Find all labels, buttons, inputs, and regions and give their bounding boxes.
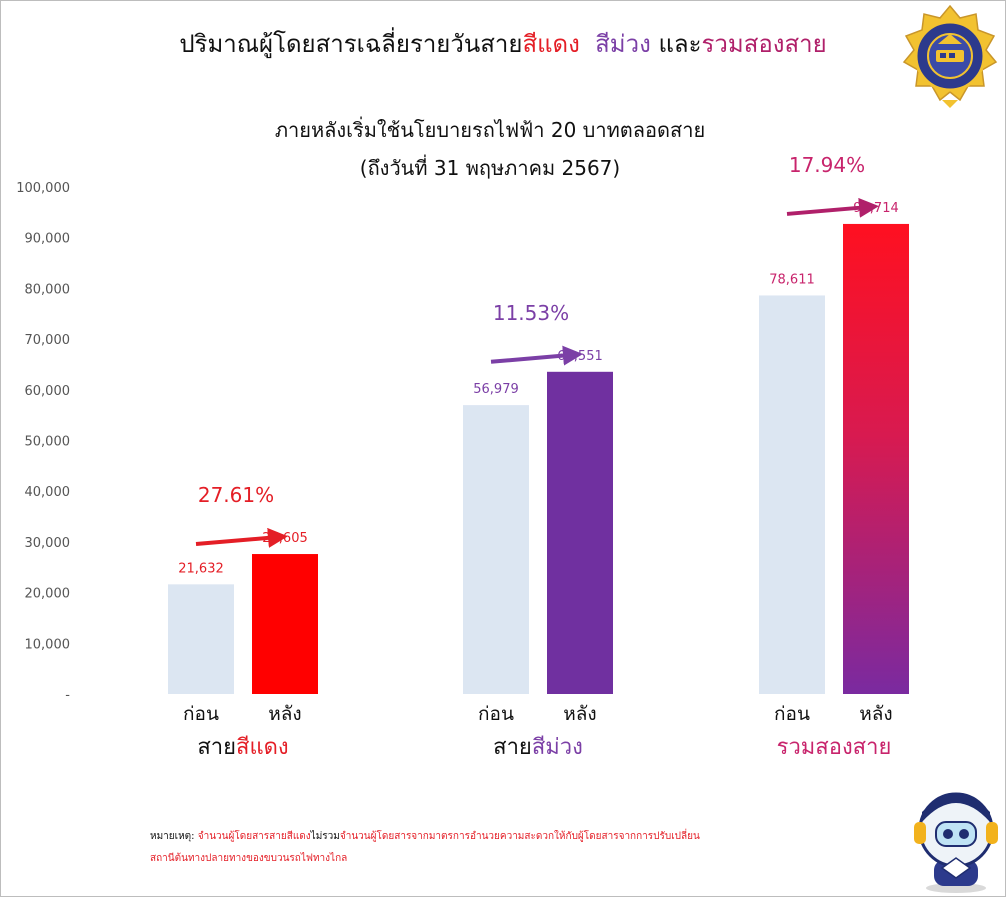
percent-change-label: 11.53% bbox=[493, 301, 569, 325]
bar-purple-after bbox=[547, 371, 613, 694]
y-tick-label: 50,000 bbox=[25, 435, 71, 450]
title-and: และ bbox=[658, 30, 702, 58]
title-red-line: สีแดง bbox=[522, 30, 580, 58]
srt-seal-logo bbox=[902, 4, 998, 108]
y-tick-label: 20,000 bbox=[25, 587, 71, 602]
subtitle-line2: (ถึงวันที่ 31 พฤษภาคม 2567) bbox=[359, 156, 621, 180]
bars-layer bbox=[168, 223, 909, 695]
y-tick-label: 90,000 bbox=[25, 232, 71, 247]
bar-purple-before bbox=[463, 405, 529, 694]
bar-red-before bbox=[168, 584, 234, 694]
footnote: หมายเหตุ: จำนวนผู้โดยสารสายสีแดงไม่รวมจำ… bbox=[150, 826, 770, 870]
y-tick-label: - bbox=[65, 688, 70, 703]
x-category-label: หลัง bbox=[859, 703, 892, 725]
title-purple-line: สีม่วง bbox=[595, 30, 651, 58]
bar-red-after bbox=[252, 554, 318, 694]
footnote-part1: จำนวนผู้โดยสารสายสีแดง bbox=[197, 831, 311, 842]
title-combined: รวมสองสาย bbox=[701, 30, 827, 58]
y-tick-label: 40,000 bbox=[25, 485, 71, 500]
x-category-label: ก่อน bbox=[478, 703, 514, 725]
group-label: รวมสองสาย bbox=[777, 735, 892, 760]
footnote-label: หมายเหตุ: bbox=[150, 831, 195, 842]
y-tick-label: 60,000 bbox=[25, 384, 71, 399]
percent-change-label: 27.61% bbox=[198, 483, 274, 507]
subtitle-line1: ภายหลังเริ่มใช้นโยบายรถไฟฟ้า 20 บาทตลอดส… bbox=[274, 118, 706, 142]
x-category-label: หลัง bbox=[268, 703, 301, 725]
x-category-label: ก่อน bbox=[183, 703, 219, 725]
data-label: 56,979 bbox=[473, 382, 519, 397]
footnote-part3: จำนวนผู้โดยสารจากมาตรการอำนวยความสะดวกให… bbox=[339, 831, 700, 842]
percent-change-label: 17.94% bbox=[789, 153, 865, 177]
y-tick-label: 10,000 bbox=[25, 637, 71, 652]
footnote-part2: ไม่รวม bbox=[310, 831, 340, 842]
growth-arrow bbox=[786, 197, 879, 218]
bar-combined-after bbox=[843, 223, 909, 695]
chart-title: ปริมาณผู้โดยสารเฉลี่ยรายวันสายสีแดง สีม่… bbox=[0, 24, 1006, 63]
y-axis: - 10,000 20,000 30,000 40,000 50,000 60,000 70,… bbox=[16, 181, 70, 703]
y-tick-label: 70,000 bbox=[25, 333, 71, 348]
y-tick-label: 80,000 bbox=[25, 282, 71, 297]
title-prefix: ปริมาณผู้โดยสารเฉลี่ยรายวันสาย bbox=[179, 30, 523, 58]
bar-combined-before bbox=[759, 295, 825, 694]
bar-chart: - 10,000 20,000 30,000 40,000 50,000 60,000 70,… bbox=[16, 153, 909, 760]
y-tick-label: 30,000 bbox=[25, 536, 71, 551]
growth-arrow bbox=[490, 345, 583, 366]
labels-layer: 21,632ก่อน27,605หลังสายสีแดง27.61%56,979… bbox=[178, 153, 899, 760]
data-label: 21,632 bbox=[178, 561, 224, 576]
growth-arrow bbox=[195, 527, 288, 548]
group-label: สายสีแดง bbox=[197, 735, 288, 760]
mascot-illustration bbox=[914, 792, 998, 893]
x-category-label: ก่อน bbox=[774, 703, 810, 725]
footnote-line2: สถานีต้นทางปลายทางของขบวนรถไฟทางไกล bbox=[150, 853, 348, 864]
x-category-label: หลัง bbox=[563, 703, 596, 725]
group-label: สายสีม่วง bbox=[493, 735, 583, 760]
data-label: 78,611 bbox=[769, 272, 815, 287]
y-tick-label: 100,000 bbox=[16, 181, 70, 196]
